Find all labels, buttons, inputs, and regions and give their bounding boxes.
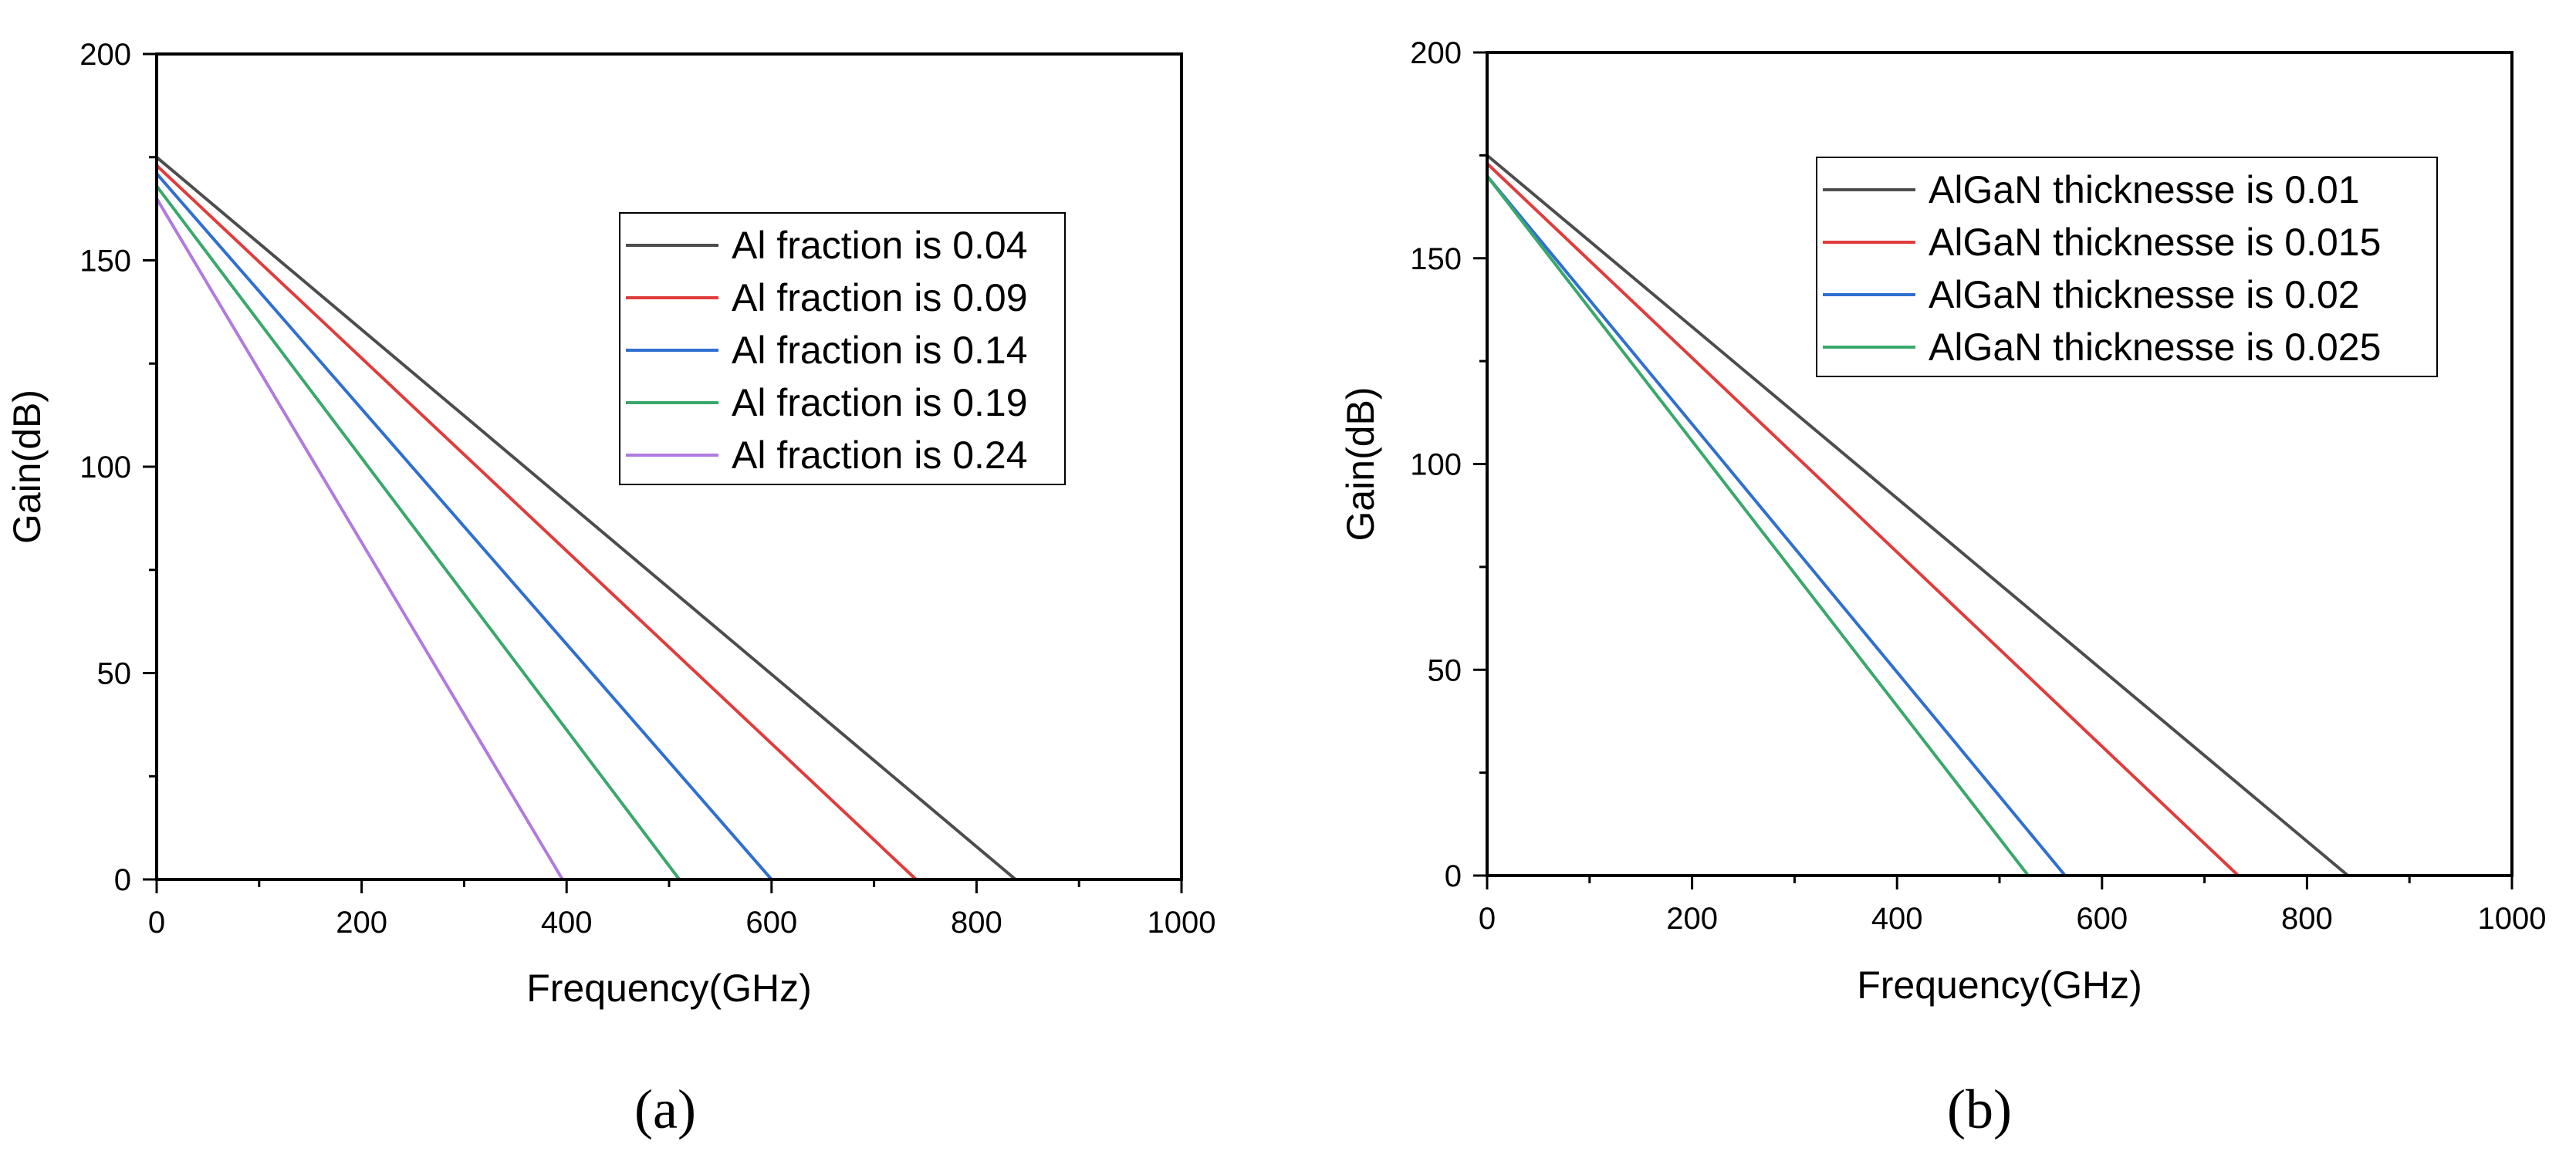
x-tick-label: 200 <box>336 906 387 940</box>
series-line <box>155 184 681 881</box>
x-axis-title: Frequency(GHz) <box>1857 964 2142 1007</box>
legend-label: AlGaN thicknesse is 0.015 <box>1929 221 2381 264</box>
x-tick-label: 0 <box>1479 902 1496 936</box>
x-tick-label: 800 <box>2281 902 2333 936</box>
x-tick-label: 800 <box>951 906 1002 940</box>
series-line <box>155 164 918 881</box>
legend-label: AlGaN thicknesse is 0.02 <box>1929 273 2360 316</box>
legend-label: Al fraction is 0.14 <box>732 329 1028 372</box>
series-line <box>1486 174 2067 877</box>
x-tick-label: 0 <box>148 906 165 940</box>
x-tick-label: 200 <box>1666 902 1718 936</box>
legend: AlGaN thicknesse is 0.01 AlGaN thicknesse… <box>1816 157 2438 377</box>
y-tick-label: 100 <box>79 451 131 484</box>
figure-caption: (b) <box>1947 1078 2012 1140</box>
series-line <box>1486 154 2349 877</box>
series-line <box>155 197 564 881</box>
x-tick-label: 400 <box>1871 902 1923 936</box>
y-tick-label: 0 <box>1445 859 1462 893</box>
chart-b: 0 200 400 600 800 1000 0 50 100 150 200 Frequency(G… <box>1339 36 2546 1140</box>
y-axis-title: Gain(dB) <box>1339 386 1382 541</box>
legend-label: Al fraction is 0.09 <box>732 276 1028 319</box>
y-tick-label: 200 <box>79 38 131 72</box>
legend-label: AlGaN thicknesse is 0.025 <box>1929 326 2381 369</box>
y-tick-label: 100 <box>1410 448 1462 482</box>
x-axis-title: Frequency(GHz) <box>526 967 812 1010</box>
x-tick-label: 600 <box>745 906 797 940</box>
series-line <box>1486 162 2240 877</box>
y-tick-label: 200 <box>1410 36 1462 70</box>
legend-box <box>1816 157 2438 377</box>
y-tick-label: 150 <box>79 245 131 278</box>
y-tick-label: 50 <box>1428 653 1462 687</box>
x-tick-label: 600 <box>2076 902 2128 936</box>
legend: Al fraction is 0.04 Al fraction is 0.09 Al… <box>619 212 1066 485</box>
x-tick-label: 1000 <box>2478 902 2547 936</box>
x-tick-label: 1000 <box>1148 906 1216 940</box>
series-line <box>155 156 1017 881</box>
legend-label: Al fraction is 0.19 <box>732 381 1028 424</box>
legend-label: Al fraction is 0.04 <box>732 224 1028 267</box>
legend-label: AlGaN thicknesse is 0.01 <box>1929 168 2360 211</box>
chart-a: 0 200 400 600 800 1000 0 50 100 150 200 Frequency(G… <box>5 38 1215 1140</box>
y-tick-label: 150 <box>1410 242 1462 276</box>
series-line <box>1486 174 2030 877</box>
legend-label: Al fraction is 0.24 <box>732 434 1028 477</box>
figure-caption: (a) <box>634 1078 696 1140</box>
y-tick-label: 0 <box>114 863 131 897</box>
y-tick-label: 50 <box>97 657 132 691</box>
y-axis-title: Gain(dB) <box>5 390 49 544</box>
x-tick-label: 400 <box>541 906 593 940</box>
series-line <box>155 172 773 881</box>
